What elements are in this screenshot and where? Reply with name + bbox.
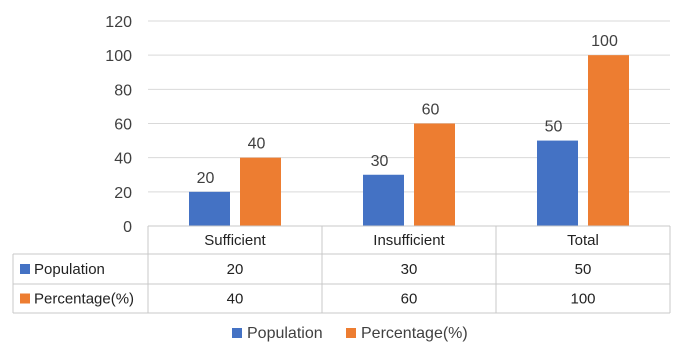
data-label: 30 <box>371 153 389 170</box>
y-tick-label: 0 <box>123 219 132 236</box>
table-cell: 40 <box>227 291 244 308</box>
table-cell: 100 <box>570 291 595 308</box>
table-cell: 20 <box>227 261 244 278</box>
legend-swatch <box>232 328 242 338</box>
category-label: Sufficient <box>204 232 266 249</box>
legend-label: Population <box>247 325 323 342</box>
legend-swatch <box>346 328 356 338</box>
y-tick-label: 120 <box>105 14 132 31</box>
bar <box>189 191 230 226</box>
data-label: 40 <box>248 136 266 153</box>
table-legend-key <box>20 293 30 304</box>
y-tick-label: 60 <box>114 117 132 134</box>
y-tick-label: 20 <box>114 185 132 202</box>
bar <box>537 140 578 226</box>
legend-label: Percentage(%) <box>361 325 468 342</box>
data-label: 100 <box>591 33 618 50</box>
data-label: 20 <box>197 170 215 187</box>
table-row-label: Percentage(%) <box>34 291 134 308</box>
table-cell: 50 <box>575 261 592 278</box>
y-tick-label: 40 <box>114 151 132 168</box>
category-label: Insufficient <box>373 232 445 249</box>
data-label: 60 <box>422 102 440 119</box>
table-legend-key <box>20 264 30 274</box>
category-label: Total <box>567 232 599 249</box>
table-row-label: Population <box>34 261 105 278</box>
table-cell: 60 <box>401 291 418 308</box>
bar <box>363 174 404 226</box>
data-label: 50 <box>545 119 563 136</box>
bar <box>240 157 281 226</box>
y-tick-label: 80 <box>114 82 132 99</box>
y-tick-label: 100 <box>105 48 132 65</box>
bar <box>414 123 455 226</box>
bar <box>588 55 629 226</box>
table-cell: 30 <box>401 261 418 278</box>
